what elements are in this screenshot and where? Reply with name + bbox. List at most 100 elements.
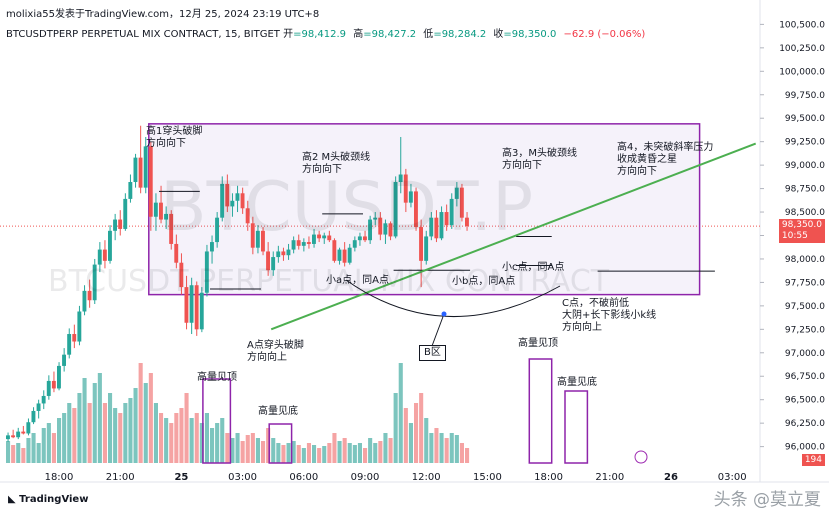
ohlc-value-3: =98,350.0 [503, 29, 557, 40]
candle-body [210, 242, 214, 252]
volume-bar [230, 438, 235, 463]
candle-body [77, 311, 82, 342]
annotation-vol-top-2: 高量见顶 [518, 338, 558, 349]
candle-body [317, 234, 321, 239]
volume-bar [332, 433, 337, 463]
candle-body [373, 217, 378, 220]
candle-body [46, 380, 51, 396]
volume-bar [36, 443, 41, 463]
candle-body [429, 217, 434, 237]
annotation-high1: 高1穿头破脚 方向向下 [146, 126, 203, 149]
wechat-watermark: 头条 @莫立夏 [713, 490, 821, 510]
annotation-high3: 高3，M头破颈线 方向向下 [502, 148, 577, 171]
volume-bar [92, 383, 97, 463]
ohlc-value-0: =98,412.9 [293, 29, 347, 40]
candle-body [169, 213, 174, 244]
candle-body [291, 240, 296, 250]
volume-bar [148, 373, 153, 463]
volume-bar [424, 418, 429, 463]
annotation-vol-bottom-2: 高量见底 [557, 377, 597, 388]
annotation-small-c: 小c点，同A点 [502, 262, 565, 273]
volume-bar [296, 445, 301, 463]
candle-body [6, 435, 10, 440]
candle-body [398, 174, 403, 183]
annotation-small-b: 小b点，同A点 [452, 276, 516, 287]
volume-bar [179, 408, 184, 463]
y-tick-label: 96,250.0 [785, 419, 825, 429]
volume-bar [465, 448, 470, 463]
volume-bar [322, 446, 327, 463]
candle-body [82, 290, 87, 312]
volume-bar [393, 393, 398, 463]
candle-body [138, 157, 143, 188]
volume-bar [347, 443, 352, 463]
candle-body [276, 251, 281, 258]
candle-body [153, 202, 158, 217]
x-tick-label: 18:00 [534, 472, 563, 483]
ohlc-values: 开=98,412.9 高=98,427.2 低=98,284.2 收=98,35… [283, 29, 560, 40]
candle-body [301, 242, 306, 246]
annotation-small-a: 小a点，同A点 [326, 275, 389, 286]
candle-body [179, 262, 184, 288]
x-tick-label: 03:00 [718, 472, 747, 483]
volume-bar [123, 403, 128, 463]
volume-bar [240, 441, 245, 463]
zone-b-pointer [431, 313, 445, 347]
candle-body [26, 422, 31, 434]
candle-body [332, 240, 337, 261]
candle-body [148, 146, 153, 217]
candle-body [67, 334, 72, 355]
annotation-point-c: C点，不破前低 大阴+长下影线小k线 方向向上 [562, 298, 657, 333]
candle-body [245, 208, 250, 224]
x-tick-label: 18:00 [45, 472, 74, 483]
y-tick-label: 97,750.0 [785, 278, 825, 288]
candle-body [449, 198, 454, 226]
volume-bar [77, 393, 82, 463]
candle-body [368, 219, 372, 241]
candle-body [225, 183, 230, 207]
candle-body [204, 251, 209, 293]
candle-body [414, 191, 418, 228]
volume-bar [235, 433, 240, 463]
y-tick-label: 100,000.0 [779, 67, 825, 77]
volume-bar [174, 413, 179, 463]
volume-bar [414, 403, 419, 463]
y-tick-label: 99,250.0 [785, 138, 825, 148]
volume-bar [378, 441, 383, 463]
volume-bar [363, 448, 368, 463]
y-tick-label: 99,500.0 [785, 114, 825, 124]
volume-bar [383, 433, 388, 463]
y-tick-label: 98,000.0 [785, 255, 825, 265]
candle-body [271, 257, 276, 271]
volume-highlight-box [202, 378, 232, 464]
ohlc-value-2: =98,284.2 [433, 29, 487, 40]
annotation-high4: 高4，未突破斜率压力 收成黄昏之星 方向向下 [617, 142, 714, 177]
y-tick-label: 97,250.0 [785, 325, 825, 335]
candle-body [164, 213, 168, 220]
volume-bar [169, 423, 174, 463]
volume-bar [245, 435, 250, 463]
candle-body [143, 146, 148, 188]
x-tick-label: 09:00 [351, 472, 380, 483]
volume-bar [82, 378, 87, 463]
volume-highlight-box [268, 423, 293, 464]
volume-bar [6, 441, 11, 463]
volume-bar [225, 433, 230, 463]
candle-body [11, 435, 15, 438]
volume-bar [51, 433, 56, 463]
x-tick-label: 15:00 [473, 472, 502, 483]
volume-bar [342, 438, 347, 463]
y-tick-label: 100,250.0 [779, 44, 825, 54]
candle-body [444, 212, 449, 226]
candle-body [403, 174, 408, 203]
y-tick-label: 99,000.0 [785, 161, 825, 171]
tradingview-icon: ◣ [8, 494, 20, 505]
volume-bar [113, 408, 118, 463]
volume-bar [317, 448, 322, 463]
volume-bar [301, 448, 306, 463]
volume-bar [46, 423, 51, 463]
range-box [148, 123, 701, 296]
candle-body [286, 249, 291, 256]
y-tick-label: 97,500.0 [785, 302, 825, 312]
